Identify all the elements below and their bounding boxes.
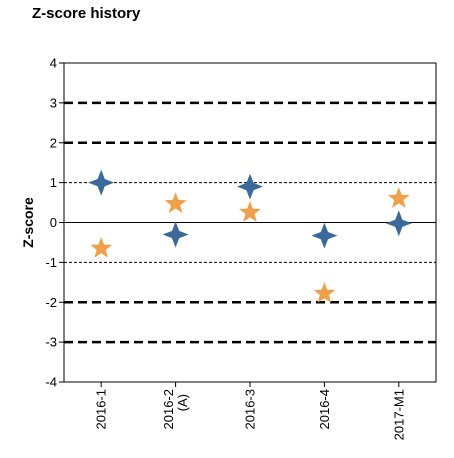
reference-lines <box>64 101 436 344</box>
x-tick-label: 2016-3 <box>243 389 258 429</box>
y-tick-label: 3 <box>50 95 57 110</box>
x-tick-label: 2017-M1 <box>391 389 406 440</box>
star-marker <box>90 236 113 258</box>
y-tick-label: -1 <box>45 255 57 270</box>
chart-title: Z-score history <box>32 5 141 22</box>
star-marker <box>387 187 410 208</box>
x-tick-label: 2016-1 <box>94 389 109 429</box>
x-axis: 2016-1 2016-2(A) 2016-3 2016-4 2017-M1 <box>94 382 406 440</box>
y-tick-label: -3 <box>45 335 57 350</box>
y-tick-label: 4 <box>50 56 57 71</box>
diamond-marker <box>162 221 189 248</box>
y-tick-label: 0 <box>50 215 57 230</box>
x-tick-label: 2016-2(A) <box>161 389 190 429</box>
star-marker <box>164 192 187 214</box>
diamond-marker <box>88 169 115 196</box>
data-points <box>88 169 412 303</box>
y-tick-label: 1 <box>50 175 57 190</box>
y-tick-label: 2 <box>50 135 57 150</box>
diamond-marker <box>385 210 412 237</box>
star-marker <box>239 201 261 222</box>
y-axis: -4 -3 -2 -1 0 1 2 3 4 <box>45 56 64 390</box>
y-axis-title: Z-score <box>20 197 36 248</box>
diamond-marker <box>311 222 338 249</box>
y-tick-label: -2 <box>45 295 57 310</box>
y-tick-label: -4 <box>45 375 57 390</box>
star-marker <box>313 281 336 303</box>
x-tick-label: 2016-4 <box>317 389 332 429</box>
diamond-marker <box>237 173 263 200</box>
